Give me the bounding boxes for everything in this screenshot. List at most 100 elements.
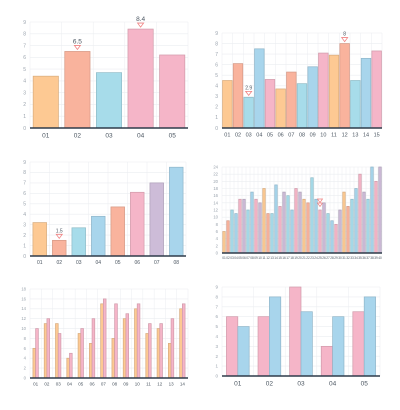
bar [159, 54, 186, 129]
x-tick-label: 06 [278, 133, 284, 139]
bar [55, 323, 59, 379]
y-tick-label: 14 [213, 200, 218, 205]
x-tick-label: 04 [137, 133, 145, 140]
x-tick-label: 01 [33, 382, 39, 387]
y-tick-label: 16 [213, 193, 218, 198]
x-tick-label: 01 [37, 260, 43, 266]
bar [127, 28, 154, 129]
x-tick-label: 02 [226, 256, 230, 260]
bar [103, 298, 107, 379]
x-tick-label: 09 [254, 256, 258, 260]
data-label: 2.9 [245, 85, 252, 91]
bar [43, 323, 48, 379]
y-tick-label: 22 [213, 172, 218, 177]
bar [334, 223, 338, 254]
bar [130, 191, 145, 257]
bar [282, 191, 286, 254]
bar [314, 198, 318, 254]
y-tick-label: 14 [21, 306, 26, 311]
bar [294, 188, 298, 254]
bar [326, 213, 330, 254]
bar [52, 239, 67, 257]
bar [266, 213, 270, 254]
x-tick-label: 21 [302, 256, 306, 260]
x-tick-label: 30 [338, 256, 342, 260]
x-tick-label: 09 [310, 133, 316, 139]
y-tick-label: 2 [23, 102, 26, 108]
value-marker-icon [340, 37, 349, 43]
bar [32, 75, 59, 129]
bar [91, 318, 96, 379]
x-tick-label: 06 [90, 382, 96, 387]
x-tick-label: 15 [374, 133, 380, 139]
bar [35, 328, 39, 379]
x-tick-label: 24 [314, 256, 318, 260]
bar [338, 209, 342, 254]
bar [80, 328, 84, 379]
bar [289, 286, 302, 377]
x-tick-label: 04 [67, 382, 73, 387]
bar [91, 215, 106, 257]
y-tick-label: 24 [213, 164, 218, 169]
x-tick-label: 08 [173, 260, 179, 266]
y-tick-label: 7 [23, 181, 26, 187]
bar [298, 191, 302, 254]
bar [362, 191, 366, 254]
y-tick-label: 3 [23, 222, 26, 228]
x-tick-label: 02 [74, 133, 82, 140]
x-tick-label: 10 [320, 133, 326, 139]
y-tick-label: 4 [23, 212, 26, 218]
bar [250, 191, 254, 254]
y-tick-label: 9 [23, 20, 26, 26]
bar [352, 311, 365, 377]
bar [64, 51, 91, 129]
bar [257, 316, 270, 377]
x-tick-label: 02 [235, 133, 241, 139]
bar [243, 97, 254, 129]
y-tick-label: 8 [215, 294, 218, 299]
x-tick-label: 05 [78, 382, 84, 387]
x-tick-label: 22 [306, 256, 310, 260]
y-tick-label: 9 [215, 285, 218, 290]
bar [363, 296, 376, 377]
y-tick-label: 6 [24, 346, 27, 351]
x-tick-label: 08 [112, 382, 118, 387]
x-tick-label: 04 [329, 381, 337, 388]
bar [57, 333, 62, 379]
bar [378, 166, 382, 254]
x-tick-label: 11 [331, 133, 337, 139]
bar [122, 318, 127, 379]
bar [330, 220, 334, 254]
y-tick-label: 4 [23, 79, 26, 85]
x-tick-label: 12 [266, 256, 270, 260]
bar [306, 202, 310, 254]
bar [69, 352, 73, 379]
bar [230, 209, 234, 254]
x-tick-label: 10 [258, 256, 262, 260]
y-tick-label: 10 [21, 326, 26, 331]
y-tick-label: 3 [215, 344, 218, 349]
x-tick-label: 05 [361, 381, 369, 388]
y-tick-label: 1 [215, 115, 218, 121]
bar [114, 303, 118, 379]
bar [320, 345, 333, 377]
x-tick-label: 14 [363, 133, 369, 139]
data-label: 6.5 [73, 38, 82, 45]
y-tick-label: 5 [23, 202, 26, 208]
x-tick-label: 25 [318, 256, 322, 260]
bar [232, 63, 244, 129]
x-tick-label: 38 [370, 256, 374, 260]
y-tick-label: 0 [215, 126, 218, 132]
x-tick-label: 05 [169, 133, 177, 140]
bar [222, 231, 226, 254]
y-tick-label: 5 [215, 324, 218, 329]
x-tick-label: 17 [286, 256, 290, 260]
y-tick-label: 4 [215, 84, 218, 90]
bar [125, 313, 129, 379]
bar [222, 80, 233, 129]
bar [226, 220, 230, 254]
bar [302, 198, 306, 254]
